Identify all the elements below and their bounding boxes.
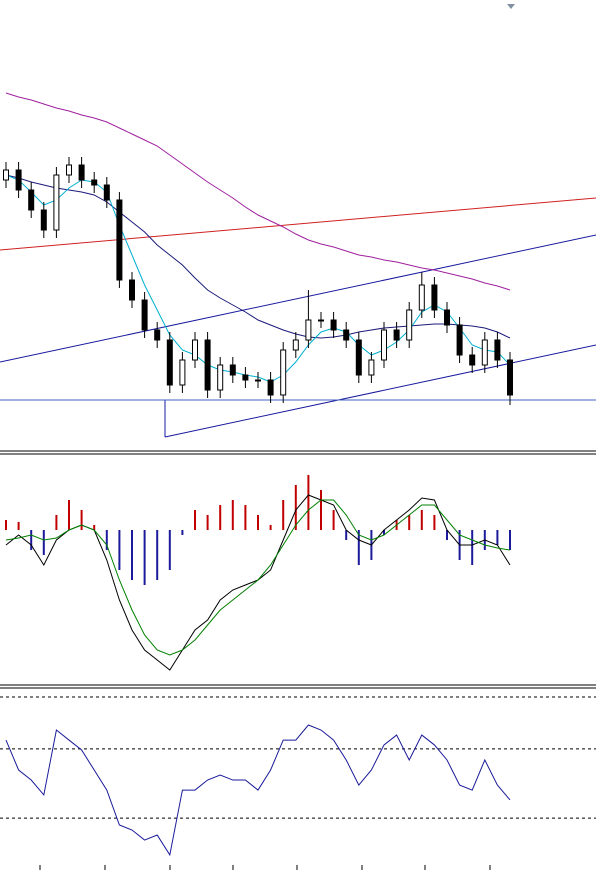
candle-body	[154, 329, 161, 341]
candle-body	[192, 339, 198, 361]
indicator-line	[5, 92, 511, 291]
candle-body	[343, 329, 350, 341]
candle-body	[91, 179, 98, 186]
candle-body	[229, 364, 236, 376]
candle-body	[494, 339, 501, 361]
candle-body	[28, 189, 35, 211]
candle-body	[330, 319, 337, 331]
candle-body	[393, 329, 400, 341]
candle-body	[469, 354, 476, 366]
candle-body	[444, 309, 450, 326]
candle-body	[507, 359, 513, 396]
candle-body	[15, 169, 22, 191]
trend-line	[0, 197, 596, 251]
indicator-line	[5, 724, 511, 857]
candle-body	[66, 164, 72, 176]
candle-body	[204, 339, 211, 391]
candle-body	[129, 279, 135, 301]
candle-body	[368, 359, 375, 376]
candle-body	[103, 184, 110, 201]
candle-body	[179, 359, 186, 386]
candle-body	[166, 339, 173, 386]
candle-body	[255, 379, 261, 382]
candle-body	[431, 284, 438, 311]
candle-body	[116, 199, 123, 281]
candle-body	[456, 324, 463, 356]
candle-body	[242, 374, 249, 381]
scroll-marker	[507, 4, 515, 9]
candle-body	[78, 164, 85, 181]
candle-body	[280, 349, 287, 396]
candle-body	[3, 169, 9, 181]
indicator-line	[5, 499, 511, 656]
candle-body	[305, 319, 312, 341]
candle-body	[381, 329, 387, 361]
candle-body	[141, 299, 148, 331]
candle-body	[406, 309, 413, 341]
candle-body	[267, 379, 274, 396]
candle-body	[217, 364, 224, 391]
candle-body	[418, 284, 425, 311]
candle-body	[355, 339, 362, 376]
candle-body	[481, 339, 488, 366]
trend-line	[164, 344, 596, 438]
time-ticks	[39, 865, 491, 870]
candle-body	[53, 174, 60, 231]
indicator-line	[5, 174, 511, 339]
candle-body	[40, 209, 47, 231]
candle-body	[318, 319, 324, 322]
trend-line	[0, 234, 596, 363]
candle-body	[292, 339, 299, 351]
